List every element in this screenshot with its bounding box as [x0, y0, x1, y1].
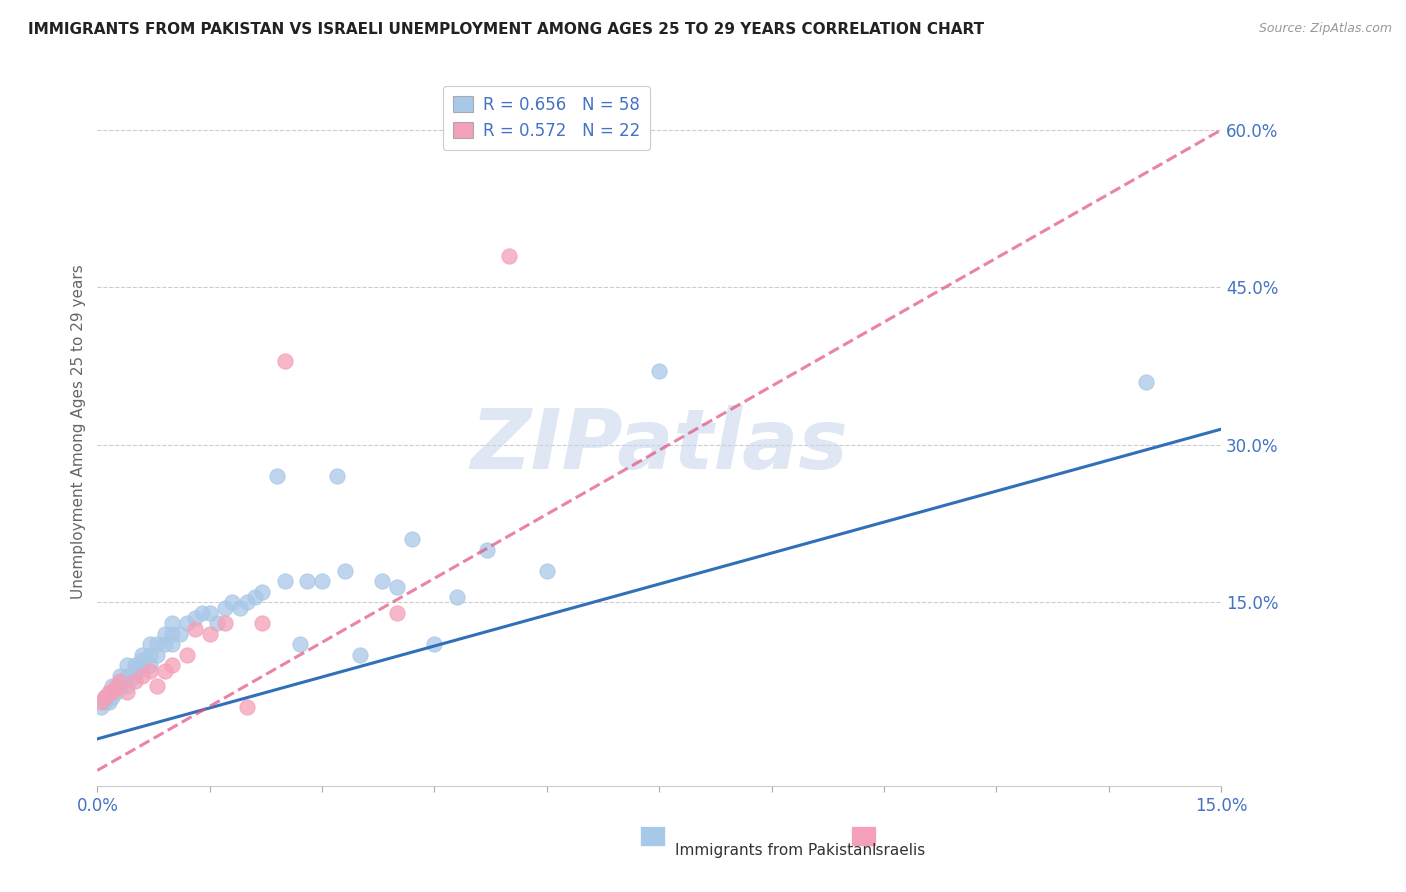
Point [214, 616, 236, 631]
Point [333, 564, 356, 578]
Point [139, 664, 162, 678]
Point [101, 680, 124, 694]
Point [228, 600, 250, 615]
Text: Immigrants from Pakistan: Immigrants from Pakistan [675, 843, 872, 858]
Point [162, 627, 184, 641]
Point [124, 664, 146, 678]
Point [153, 637, 176, 651]
Point [131, 653, 153, 667]
Point [446, 590, 468, 604]
Point [162, 637, 184, 651]
Point [131, 658, 153, 673]
Point [536, 564, 558, 578]
Point [139, 658, 162, 673]
Point [214, 600, 236, 615]
Point [97, 695, 120, 709]
Point [385, 580, 408, 594]
Point [101, 690, 124, 704]
Point [94, 690, 117, 704]
Point [371, 574, 394, 589]
Point [90, 695, 112, 709]
Point [105, 680, 128, 694]
Point [326, 469, 349, 483]
Point [108, 674, 131, 689]
Point [221, 595, 243, 609]
Point [124, 669, 146, 683]
Point [124, 658, 146, 673]
Point [146, 637, 169, 651]
Y-axis label: Unemployment Among Ages 25 to 29 years: Unemployment Among Ages 25 to 29 years [72, 264, 86, 599]
Point [401, 533, 423, 547]
Point [108, 674, 131, 689]
Point [243, 590, 266, 604]
Point [101, 684, 124, 698]
Point [311, 574, 333, 589]
Point [108, 669, 131, 683]
Point [236, 595, 259, 609]
Point [423, 637, 446, 651]
Point [169, 627, 191, 641]
Point [108, 680, 131, 694]
Point [131, 648, 153, 662]
Point [205, 616, 228, 631]
Point [273, 354, 295, 368]
Point [153, 627, 176, 641]
Point [198, 627, 221, 641]
Point [184, 622, 207, 636]
Text: ZIPatlas: ZIPatlas [471, 406, 848, 486]
Point [117, 684, 139, 698]
Point [117, 669, 139, 683]
Point [94, 690, 117, 704]
Point [124, 674, 146, 689]
Point [90, 700, 112, 714]
Text: Israelis: Israelis [872, 843, 927, 858]
Point [146, 680, 169, 694]
Point [97, 684, 120, 698]
Point [146, 648, 169, 662]
Point [191, 606, 214, 620]
Point [266, 469, 288, 483]
Point [349, 648, 371, 662]
Point [250, 616, 273, 631]
Point [475, 542, 498, 557]
Point [153, 664, 176, 678]
Point [139, 637, 162, 651]
Text: IMMIGRANTS FROM PAKISTAN VS ISRAELI UNEMPLOYMENT AMONG AGES 25 TO 29 YEARS CORRE: IMMIGRANTS FROM PAKISTAN VS ISRAELI UNEM… [28, 22, 984, 37]
Point [131, 669, 153, 683]
Point [498, 249, 520, 263]
Point [236, 700, 259, 714]
Point [273, 574, 295, 589]
Point [176, 648, 198, 662]
Point [250, 585, 273, 599]
Legend: R = 0.656   N = 58, R = 0.572   N = 22: R = 0.656 N = 58, R = 0.572 N = 22 [443, 86, 650, 150]
Point [288, 637, 311, 651]
Point [198, 606, 221, 620]
Text: Source: ZipAtlas.com: Source: ZipAtlas.com [1258, 22, 1392, 36]
Point [1135, 375, 1157, 389]
Point [117, 680, 139, 694]
Point [94, 695, 117, 709]
Point [117, 658, 139, 673]
Point [648, 364, 671, 378]
Point [162, 658, 184, 673]
Point [162, 616, 184, 631]
Point [295, 574, 318, 589]
Point [176, 616, 198, 631]
Point [184, 611, 207, 625]
Point [385, 606, 408, 620]
Point [105, 684, 128, 698]
Point [139, 648, 162, 662]
